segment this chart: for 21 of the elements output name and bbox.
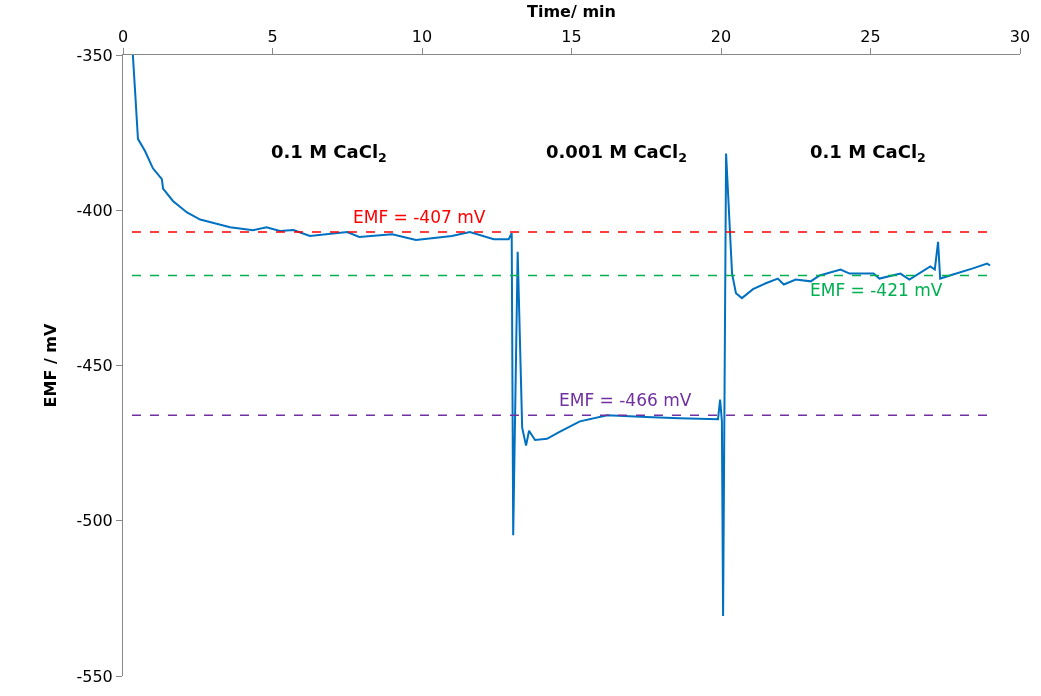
ref-line-label: EMF = -466 mV — [559, 390, 692, 410]
line-series — [131, 55, 992, 618]
x-tick-label: 30 — [1009, 26, 1031, 46]
x-tick-label: 5 — [267, 26, 278, 46]
ref-line-label: EMF = -407 mV — [353, 207, 486, 227]
y-tick-label: -550 — [76, 666, 113, 686]
x-axis-title: Time/ min — [527, 2, 616, 22]
x-tick-label: 0 — [117, 26, 129, 46]
x-tick-label: 20 — [710, 26, 732, 46]
annotation: 0.001 M CaCl$_{2}$ — [546, 141, 687, 165]
y-tick-label: -500 — [76, 511, 113, 531]
x-tick-label: 10 — [411, 26, 433, 46]
y-tick-label: -450 — [76, 356, 113, 376]
annotation: 0.1 M CaCl$_{2}$ — [810, 141, 926, 165]
y-axis-title: EMF / mV — [41, 322, 61, 408]
x-tick-label: 25 — [860, 26, 881, 46]
y-tick-label: -400 — [76, 200, 113, 220]
annotation: 0.1 M CaCl$_{2}$ — [271, 141, 387, 165]
ref-line-label: EMF = -421 mV — [810, 280, 943, 300]
y-tick-label: -350 — [76, 45, 113, 65]
x-tick-label: 15 — [561, 26, 582, 46]
